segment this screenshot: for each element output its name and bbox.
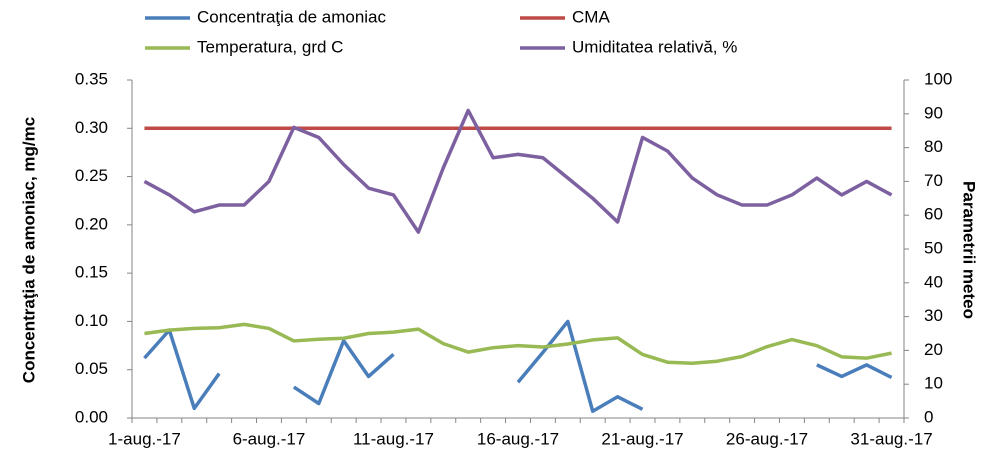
series-line: [143, 319, 893, 413]
legend-label: CMA: [572, 7, 610, 26]
y2-tick-label: 100: [924, 69, 952, 88]
y-tick-label: 0.35: [75, 69, 108, 88]
y-tick-label: 0.00: [75, 407, 108, 426]
y2-tick-label: 90: [924, 103, 943, 122]
x-tick-label: 1-aug.-17: [108, 429, 181, 448]
y2-tick-label: 40: [924, 272, 943, 291]
y-axis-title: Concentraţia de amoniac, mg/mc: [19, 117, 38, 383]
legend-label: Temperatura, grd C: [197, 37, 343, 56]
x-tick-label: 31-aug.-17: [850, 429, 932, 448]
y2-tick-label: 20: [924, 340, 943, 359]
y2-tick-label: 0: [924, 407, 933, 426]
y2-tick-label: 70: [924, 171, 943, 190]
y-tick-label: 0.15: [75, 263, 108, 282]
x-tick-label: 16-aug.-17: [477, 429, 559, 448]
y-tick-label: 0.05: [75, 359, 108, 378]
x-tick-label: 21-aug.-17: [601, 429, 683, 448]
x-tick-label: 26-aug.-17: [726, 429, 808, 448]
y2-axis-title: Parametrii meteo: [960, 181, 979, 319]
y2-tick-label: 50: [924, 238, 943, 257]
series-line: [144, 322, 892, 365]
y2-tick-label: 10: [924, 374, 943, 393]
y-tick-label: 0.20: [75, 214, 108, 233]
y2-tick-label: 80: [924, 137, 943, 156]
legend-label: Concentraţia de amoniac: [197, 7, 387, 26]
y-tick-label: 0.25: [75, 166, 108, 185]
legend-label: Umiditatea relativă, %: [572, 37, 737, 56]
x-tick-label: 11-aug.-17: [353, 429, 434, 448]
y-tick-label: 0.10: [75, 311, 108, 330]
series-line: [143, 108, 893, 234]
y2-tick-label: 30: [924, 306, 943, 325]
y-tick-label: 0.30: [75, 118, 108, 137]
y2-tick-label: 60: [924, 205, 943, 224]
x-tick-label: 6-aug.-17: [233, 429, 306, 448]
